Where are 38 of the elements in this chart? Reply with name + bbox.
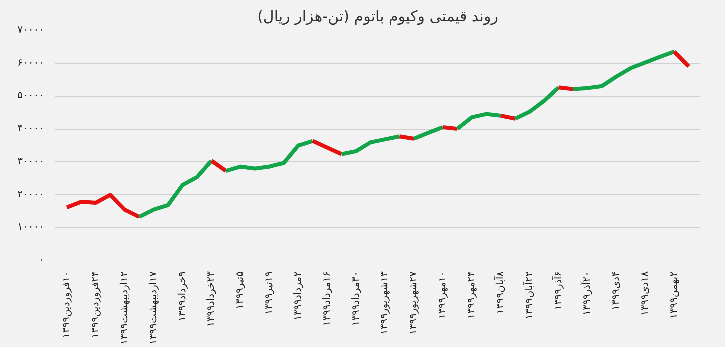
- x-tick-label: ۱۰فروردین۱۳۹۹: [62, 271, 73, 339]
- x-tick-label: ۸آبان۱۳۹۹: [493, 270, 506, 314]
- y-tick-label: ۳۰۰۰۰: [18, 156, 45, 168]
- x-tick-label: ۹خرداد۱۳۹۹: [177, 271, 188, 322]
- x-tick-label: ۲۳خرداد۱۳۹۹: [206, 270, 218, 328]
- line-series: [65, 193, 142, 220]
- y-tick-label: ۴۰۰۰۰: [18, 124, 45, 135]
- x-tick-label: ۴دی۱۳۹۹: [611, 271, 622, 311]
- x-tick-label: ۲مرداد۱۳۹۹: [292, 271, 304, 321]
- x-tick-label: ۲۷شهریور۱۳۹۹: [408, 270, 420, 336]
- y-tick-label: ۵۰۰۰۰: [18, 90, 45, 102]
- x-tick-label: ۱۳شهریور۱۳۹۹: [380, 270, 391, 336]
- line-series: [513, 86, 561, 121]
- chart-title: روند قیمتی وکیوم باتوم (تن-هزار ریال): [258, 8, 498, 26]
- x-tick-label: ۲۴مهر۱۳۹۹: [466, 271, 478, 320]
- y-tick-label: ۲۰۰۰۰: [18, 189, 45, 200]
- x-tick-label: ۵تیر۱۳۹۹: [235, 271, 246, 310]
- y-tick-label: ۱۰۰۰۰: [18, 222, 45, 234]
- x-tick-label: ۱۹تیر۱۳۹۹: [264, 271, 276, 316]
- line-series: [456, 112, 503, 132]
- x-tick-label: ۱۶مرداد۱۳۹۹: [322, 271, 333, 326]
- line-series: [571, 50, 676, 92]
- x-tick-label: ۱۲اردیبهشت۱۳۹۹: [119, 271, 130, 345]
- x-tick-label: ۱۰مهر۱۳۹۹: [438, 271, 449, 320]
- x-tick-label: ۲۴فروردین۱۳۹۹: [90, 271, 102, 339]
- line-series: [224, 139, 315, 174]
- y-tick-label: ۰: [39, 255, 45, 266]
- x-tick-label: ۲بهمن۱۳۹۹: [668, 271, 680, 320]
- y-tick-label: ۶۰۰۰۰: [18, 58, 45, 69]
- line-series: [340, 134, 402, 156]
- y-tick-label: ۷۰۰۰۰: [18, 25, 45, 36]
- x-tick-label: ۲۰آذر۱۳۹۹: [580, 271, 594, 316]
- x-tick-label: ۱۸دی۱۳۹۹: [640, 270, 652, 316]
- x-tick-label: ۲۲آبان۱۳۹۹: [522, 271, 536, 320]
- line-series: [137, 158, 214, 220]
- x-tick-label: ۳۰مرداد۱۳۹۹: [350, 271, 362, 326]
- x-tick-label: ۱۷اردیبهشت۱۳۹۹: [148, 270, 160, 345]
- x-tick-label: ۶آذر۱۳۹۹: [551, 271, 564, 310]
